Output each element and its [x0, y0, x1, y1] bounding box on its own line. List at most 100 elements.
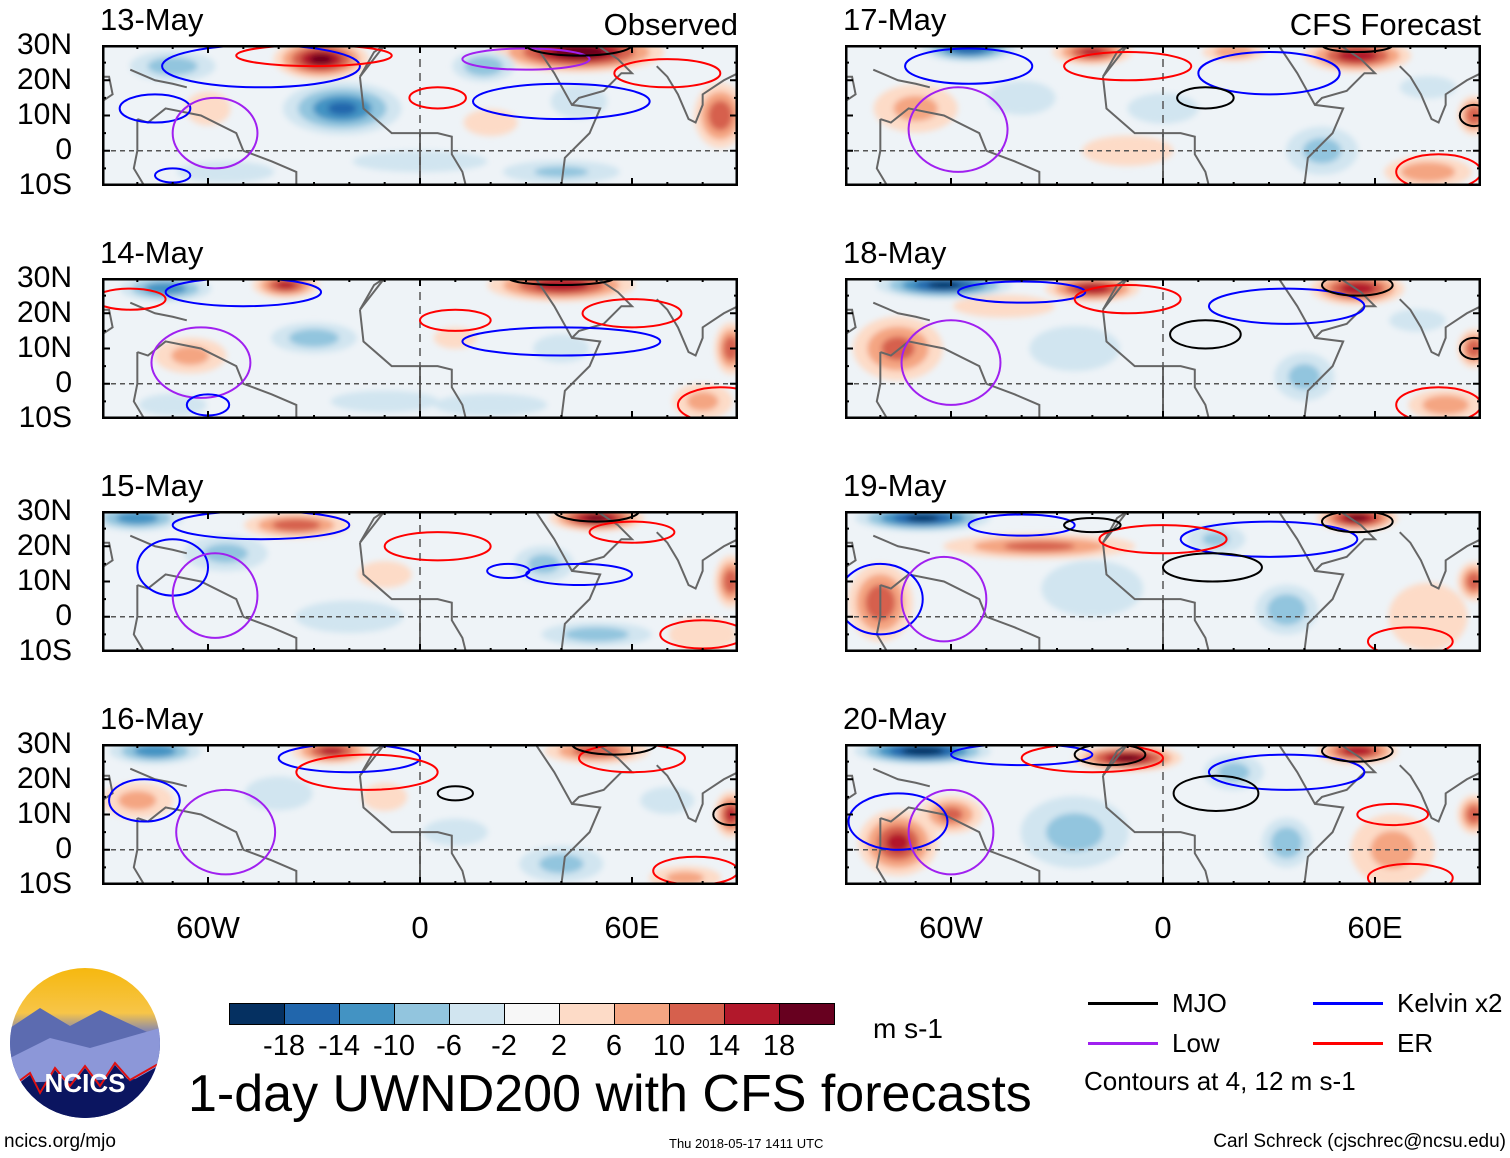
anomaly-blob — [177, 161, 275, 183]
coastline — [845, 541, 857, 569]
coastline — [571, 278, 635, 339]
contour-mjo — [1321, 278, 1394, 297]
anomaly-blob — [901, 746, 944, 756]
contour-er — [102, 287, 167, 311]
colorbar-swatch — [504, 1003, 560, 1025]
legend-line-er — [1313, 1042, 1383, 1045]
anomaly-blob — [906, 514, 940, 522]
colorbar-swatch — [284, 1003, 340, 1025]
panel-date: 14-May — [100, 235, 204, 270]
contour-er — [588, 520, 676, 544]
contour-er — [1063, 51, 1193, 82]
coastline — [1399, 531, 1481, 590]
coastline — [137, 806, 298, 885]
lon-tick-label: 60E — [604, 910, 660, 945]
contour-mjo — [525, 45, 633, 57]
column-label-forecast: CFS Forecast — [1289, 7, 1481, 42]
anomaly-blob — [185, 91, 231, 126]
anomaly-blob — [422, 818, 488, 846]
anomaly-blob — [585, 514, 609, 522]
coastline — [872, 301, 931, 322]
lat-tick-label: 20N — [16, 296, 72, 329]
contour-low — [175, 788, 277, 876]
coastline — [872, 68, 931, 89]
coastline — [1277, 45, 1345, 186]
legend-label: Low — [1172, 1028, 1220, 1058]
contour-mjo — [1176, 86, 1235, 110]
anomaly-blob — [665, 871, 705, 885]
coastline — [656, 65, 738, 124]
lat-tick-label: 30N — [16, 261, 72, 294]
coastline — [137, 573, 298, 652]
contour-er — [1073, 284, 1182, 315]
coastline — [880, 107, 1041, 186]
contour-er — [383, 531, 492, 562]
panel-date: 16-May — [100, 701, 204, 736]
coastline — [1314, 511, 1378, 572]
footer-url[interactable]: ncics.org/mjo — [4, 1131, 116, 1152]
contour-er — [419, 308, 492, 332]
coastline — [132, 352, 146, 419]
colorbar-tick-label: 10 — [652, 1030, 686, 1062]
coastline — [872, 767, 931, 788]
contour-kelvin — [472, 82, 651, 121]
contour-mjo — [1321, 744, 1394, 763]
anomaly-blob — [1114, 754, 1141, 762]
contour-kelvin — [950, 744, 1094, 767]
anomaly-blob — [1202, 532, 1230, 546]
anomaly-blob — [118, 790, 157, 810]
anomaly-blob — [1342, 746, 1373, 756]
coastline — [534, 278, 602, 419]
contour-kelvin — [1207, 753, 1366, 791]
colorbar-swatch — [559, 1003, 615, 1025]
colorbar-tick-label: 2 — [550, 1030, 568, 1062]
lon-tick-label: 0 — [1154, 910, 1172, 945]
contour-kelvin — [904, 47, 1034, 85]
coastline — [1101, 76, 1210, 186]
anomaly-blob — [640, 786, 695, 814]
lat-tick-label: 10N — [16, 331, 72, 364]
contour-kelvin — [277, 744, 421, 774]
legend-label: Kelvin x2 — [1397, 988, 1503, 1018]
contour-mjo — [1063, 517, 1122, 534]
legend-line-mjo — [1088, 1002, 1158, 1005]
footer-author: Carl Schreck (cjschrec@ncsu.edu) — [1213, 1131, 1506, 1152]
coastline — [1101, 309, 1210, 419]
contour-kelvin — [1197, 51, 1341, 96]
colorbar-swatch — [339, 1003, 395, 1025]
panel-date: 17-May — [843, 2, 947, 37]
contour-er — [1366, 626, 1454, 652]
lon-tick-label: 60W — [919, 910, 983, 945]
contour-low — [900, 555, 988, 643]
anomaly-blob — [289, 329, 339, 347]
coastline — [880, 573, 1041, 652]
map-panel — [845, 744, 1481, 885]
coastline — [132, 585, 146, 652]
coastline — [358, 309, 467, 419]
contour-mjo — [712, 802, 738, 827]
coastline — [845, 75, 857, 103]
coastline — [358, 76, 467, 186]
contour-mjo — [1458, 336, 1481, 361]
anomaly-blob — [244, 776, 313, 811]
anomaly-blob — [171, 346, 210, 366]
colorbar-swatch — [614, 1003, 670, 1025]
anomaly-blob — [433, 327, 477, 349]
coastline — [534, 45, 602, 186]
coastline — [137, 107, 298, 186]
legend-label: ER — [1397, 1028, 1434, 1058]
contour-er — [676, 386, 738, 419]
contour-er — [295, 753, 439, 791]
coastline — [656, 764, 738, 823]
anomaly-blob — [1370, 830, 1415, 869]
anomaly-blob — [708, 100, 733, 131]
anomaly-blob — [668, 617, 737, 652]
mountains-icon: NCICS — [10, 1008, 160, 1118]
anomaly-blob — [1003, 541, 1075, 551]
coastline — [1399, 298, 1481, 357]
lat-tick-label: 20N — [16, 63, 72, 96]
anomaly-blob — [539, 854, 584, 874]
contour-kelvin — [845, 562, 924, 636]
coastline — [845, 774, 857, 802]
map-panel — [102, 744, 738, 885]
